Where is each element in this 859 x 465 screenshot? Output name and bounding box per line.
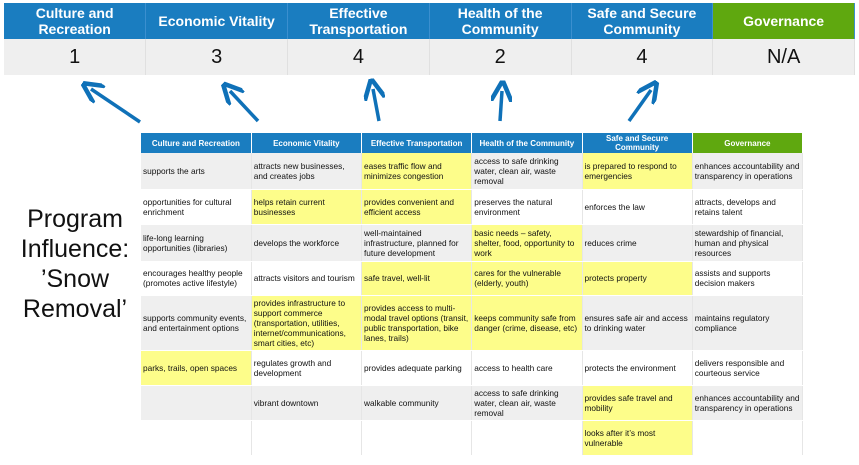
grid-row: supports the arts attracts new businesses… xyxy=(141,153,804,190)
grid-cell: well-maintained infrastructure, planned … xyxy=(361,224,473,262)
grid-cell: protects property xyxy=(582,261,693,296)
summary-value: N/A xyxy=(712,39,855,75)
arrow-icon xyxy=(627,90,651,123)
grid-cell xyxy=(141,420,252,456)
grid-row: looks after it’s most vulnerable xyxy=(141,420,804,456)
grid-cell: develops the workforce xyxy=(251,224,363,262)
grid-cell: provides infrastructure to support comme… xyxy=(251,295,363,351)
grid-cell: reduces crime xyxy=(582,224,693,262)
program-influence-label: Program Influence: ’Snow Removal’ xyxy=(20,205,130,323)
grid-cell: stewardship of financial, human and phys… xyxy=(692,224,804,262)
summary-header: Culture and Recreation xyxy=(4,3,147,39)
grid-cell: enhances accountability and transparency… xyxy=(692,385,804,421)
summary-header: Health of the Community xyxy=(429,3,572,39)
summary-table: Culture and Recreation Economic Vitality E… xyxy=(4,3,855,75)
grid-cell: walkable community xyxy=(361,385,473,421)
grid-header: Culture and Recreation xyxy=(141,133,252,153)
summary-header: Effective Transportation xyxy=(287,3,430,39)
grid-header: Governance xyxy=(692,133,804,153)
grid-header: Health of the Community xyxy=(471,133,583,153)
grid-header: Effective Transportation xyxy=(361,133,473,153)
grid-cell: cares for the vulnerable (elderly, youth… xyxy=(471,261,583,296)
grid-row: encourages healthy people (promotes acti… xyxy=(141,261,804,296)
summary-value: 4 xyxy=(287,39,430,75)
grid-cell: access to safe drinking water, clean air… xyxy=(471,385,583,421)
grid-cell: safe travel, well-lit xyxy=(361,261,473,296)
grid-row: supports community events, and entertain… xyxy=(141,295,804,351)
summary-value: 4 xyxy=(571,39,714,75)
grid-cell: ensures safe air and access to drinking … xyxy=(582,295,693,351)
grid-cell: eases traffic flow and minimizes congest… xyxy=(361,153,473,190)
grid-cell: opportunities for cultural enrichment xyxy=(141,189,252,225)
grid-header: Economic Vitality xyxy=(251,133,363,153)
grid-cell: supports the arts xyxy=(141,153,252,190)
grid-cell xyxy=(251,420,363,456)
grid-cell: keeps community safe from danger (crime,… xyxy=(471,295,583,351)
grid-cell: assists and supports decision makers xyxy=(692,261,804,296)
grid-cell: encourages healthy people (promotes acti… xyxy=(141,261,252,296)
grid-cell: provides access to multi-modal travel op… xyxy=(361,295,473,351)
summary-value: 2 xyxy=(429,39,572,75)
grid-cell: maintains regulatory compliance xyxy=(692,295,804,351)
grid-cell: attracts new businesses, and creates job… xyxy=(251,153,363,190)
grid-cell: enhances accountability and transparency… xyxy=(692,153,804,190)
grid-header: Safe and Secure Community xyxy=(582,133,693,153)
grid-cell: provides safe travel and mobility xyxy=(582,385,693,421)
summary-value: 1 xyxy=(4,39,147,75)
priority-grid: Culture and Recreation Economic Vitality E… xyxy=(141,133,804,456)
grid-cell: attracts visitors and tourism xyxy=(251,261,363,296)
grid-cell: preserves the natural environment xyxy=(471,189,583,225)
grid-cell: delivers responsible and courteous servi… xyxy=(692,350,804,386)
grid-cell: provides adequate parking xyxy=(361,350,473,386)
grid-cell xyxy=(361,420,473,456)
summary-header: Economic Vitality xyxy=(145,3,288,39)
grid-row: opportunities for cultural enrichment hel… xyxy=(141,189,804,225)
summary-header: Safe and Secure Community xyxy=(571,3,714,39)
grid-cell: is prepared to respond to emergencies xyxy=(582,153,693,190)
summary-header: Governance xyxy=(712,3,855,39)
grid-cell: access to safe drinking water, clean air… xyxy=(471,153,583,190)
grid-cell: basic needs – safety, shelter, food, opp… xyxy=(471,224,583,262)
arrow-icon xyxy=(373,89,379,122)
arrow-icon xyxy=(230,91,260,123)
grid-cell: access to health care xyxy=(471,350,583,386)
grid-cell: attracts, develops and retains talent xyxy=(692,189,804,225)
grid-cell xyxy=(141,385,252,421)
grid-cell: enforces the law xyxy=(582,189,693,225)
grid-cell: life-long learning opportunities (librar… xyxy=(141,224,252,262)
grid-cell: parks, trails, open spaces xyxy=(141,350,252,386)
arrow-icon xyxy=(91,89,141,124)
grid-cell xyxy=(471,420,583,456)
grid-cell: supports community events, and entertain… xyxy=(141,295,252,351)
grid-row: vibrant downtown walkable community access… xyxy=(141,385,804,421)
summary-value: 3 xyxy=(145,39,288,75)
grid-cell: regulates growth and development xyxy=(251,350,363,386)
grid-cell xyxy=(692,420,804,456)
grid-cell: protects the environment xyxy=(582,350,693,386)
grid-row: life-long learning opportunities (librar… xyxy=(141,224,804,262)
arrow-icon xyxy=(500,91,502,122)
grid-cell: looks after it’s most vulnerable xyxy=(582,420,693,456)
grid-cell: helps retain current businesses xyxy=(251,189,363,225)
grid-row: parks, trails, open spaces regulates grow… xyxy=(141,350,804,386)
grid-cell: provides convenient and efficient access xyxy=(361,189,473,225)
grid-cell: vibrant downtown xyxy=(251,385,363,421)
arrows xyxy=(0,0,859,124)
